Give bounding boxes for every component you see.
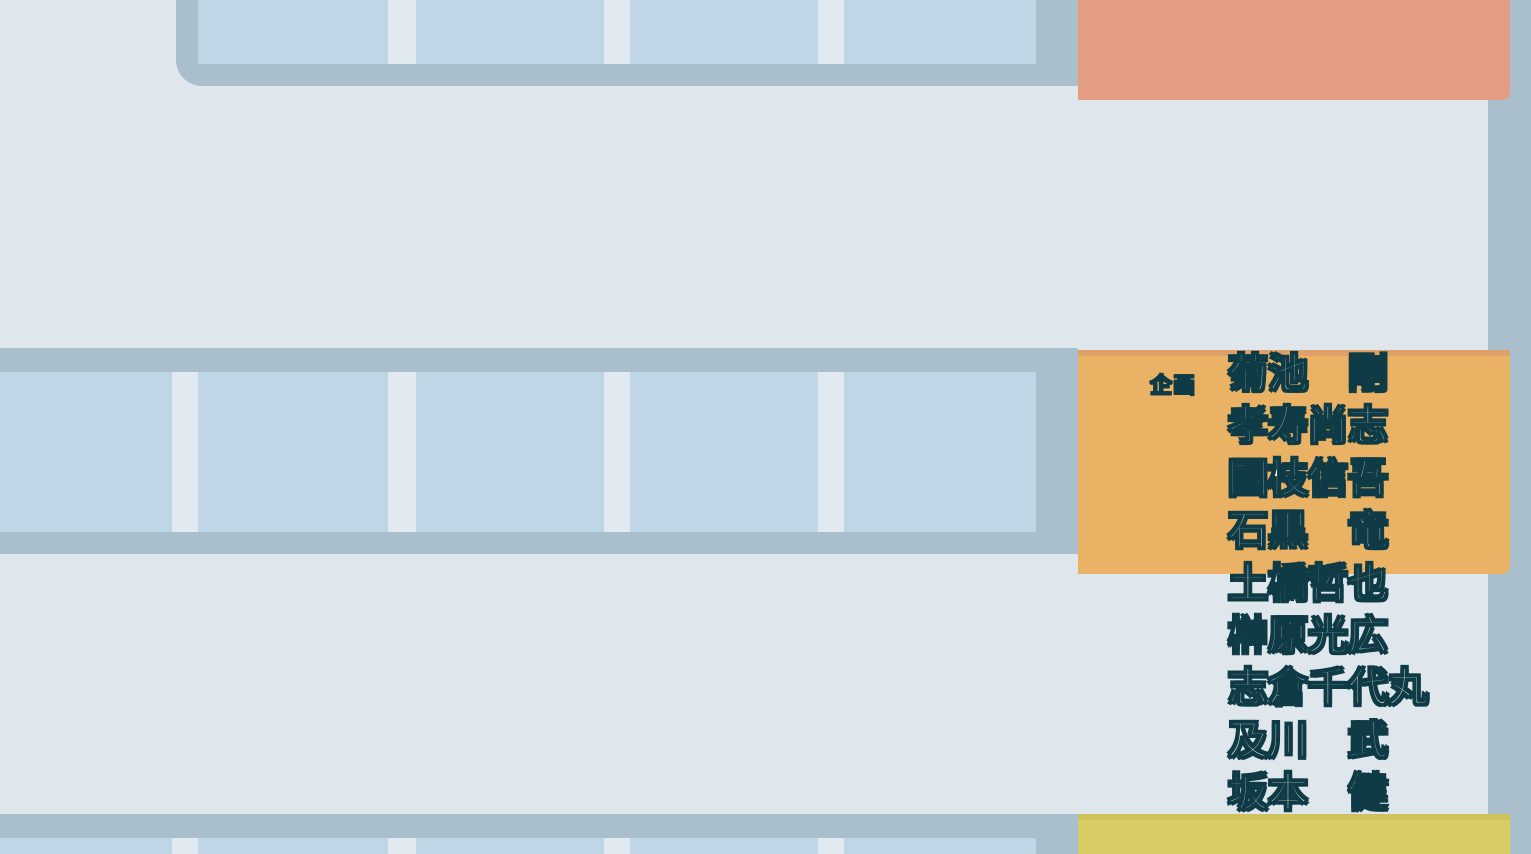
- window-pane: [198, 372, 388, 532]
- window-pane: [844, 372, 1036, 532]
- window-pane: [630, 0, 818, 64]
- credit-name: 及川 武: [1227, 717, 1389, 765]
- window-divider: [172, 372, 198, 532]
- salmon-balcony-tab: [1078, 0, 1510, 100]
- credit-name-list: 菊池 剛 孝寿尚志 國枝信吾 石黒 竜 土橋哲也 榊原光広 志倉千代丸 及川 武…: [1227, 348, 1429, 820]
- window-pane: [630, 372, 818, 532]
- window-divider: [604, 0, 630, 64]
- window-pane: [844, 0, 1036, 64]
- window-pane: [198, 0, 388, 64]
- credit-name: 石黒 竜: [1227, 507, 1389, 555]
- window-pane: [630, 838, 818, 854]
- window-pane: [844, 838, 1036, 854]
- credit-name: 榊原光広: [1227, 612, 1389, 660]
- credit-name: 孝寿尚志: [1227, 403, 1389, 451]
- window-divider: [818, 0, 844, 64]
- credit-name: 土橋哲也: [1227, 560, 1389, 608]
- credit-name: 菊池 剛: [1227, 350, 1389, 398]
- window-pane: [0, 838, 172, 854]
- window-pane: [416, 838, 604, 854]
- window-pane: [416, 372, 604, 532]
- window-divider: [172, 838, 198, 854]
- orange-balcony-tab: [1078, 350, 1510, 574]
- window-pane: [198, 838, 388, 854]
- window-divider: [818, 372, 844, 532]
- window-pane: [0, 372, 172, 532]
- window-divider: [388, 838, 416, 854]
- window-divider: [388, 0, 416, 64]
- window-pane: [416, 0, 604, 64]
- credit-name: 志倉千代丸: [1227, 665, 1429, 713]
- window-divider: [604, 838, 630, 854]
- window-divider: [604, 372, 630, 532]
- credit-role: 企画: [1150, 374, 1197, 400]
- credit-name: 坂本 健: [1227, 769, 1389, 817]
- yellow-balcony-tab: [1078, 814, 1510, 854]
- window-divider: [388, 372, 416, 532]
- window-divider: [818, 838, 844, 854]
- credit-name: 國枝信吾: [1227, 455, 1389, 503]
